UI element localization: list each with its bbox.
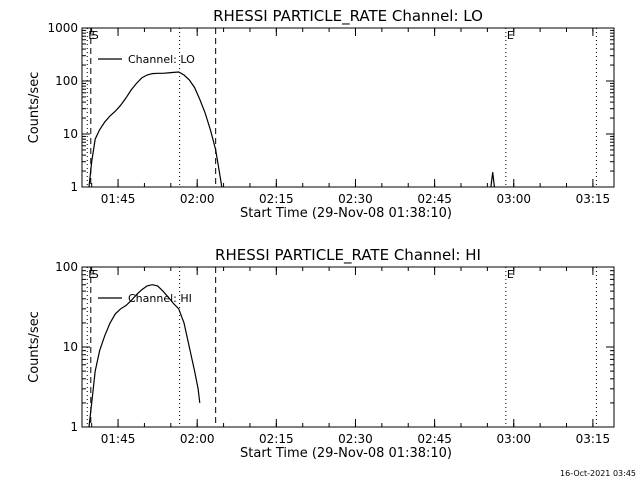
chart-0-x-tick-label: 03:00 <box>496 192 531 206</box>
chart-1-y-tick-label: 10 <box>63 340 78 354</box>
chart-1-x-tick-label: 02:00 <box>180 432 215 446</box>
chart-0-series-line <box>88 71 223 188</box>
chart-1-event-marker-label: S <box>92 268 99 281</box>
chart-1-legend-label: Channel: HI <box>128 292 192 305</box>
chart-1-x-tick-label: 01:45 <box>101 432 136 446</box>
chart-0-x-axis-title: Start Time (29-Nov-08 01:38:10) <box>240 206 452 221</box>
chart-1-y-tick-label: 100 <box>55 260 78 274</box>
chart-1-plot-frame <box>81 266 615 428</box>
chart-1-x-tick-label: 02:45 <box>417 432 452 446</box>
chart-1-event-marker-label: E <box>507 268 514 281</box>
chart-0-plot-frame <box>81 27 615 188</box>
chart-1-x-tick-label: 03:00 <box>496 432 531 446</box>
chart-0-y-tick-label: 1000 <box>47 21 78 35</box>
chart-1-x-tick-label: 03:15 <box>576 432 611 446</box>
chart-1-x-tick-label: 02:15 <box>259 432 294 446</box>
chart-0-x-tick-label: 02:00 <box>180 192 215 206</box>
chart-0-event-marker-label: S <box>92 29 99 42</box>
chart-1-series-line <box>88 284 201 428</box>
lo-channel-panel: RHESSI PARTICLE_RATE Channel: LO 1 10 100 10… <box>27 7 615 221</box>
chart-1-y-tick-label: 1 <box>70 420 78 434</box>
chart-0-title: RHESSI PARTICLE_RATE Channel: LO <box>213 7 483 26</box>
chart-0-event-marker-label: E <box>507 29 514 42</box>
chart-1-title: RHESSI PARTICLE_RATE Channel: HI <box>215 246 481 265</box>
footer-timestamp: 16-Oct-2021 03:45 <box>560 469 636 478</box>
chart-0-x-tick-label: 02:15 <box>259 192 294 206</box>
chart-0-y-tick-label: 100 <box>55 74 78 88</box>
chart-0-event-marker-label: E <box>88 29 95 42</box>
chart-0-y-tick-label: 10 <box>63 127 78 141</box>
chart-1-x-tick-label: 02:30 <box>338 432 373 446</box>
chart-0-y-axis-title: Counts/sec <box>27 72 42 144</box>
chart-0-x-tick-label: 02:45 <box>417 192 452 206</box>
chart-0-legend-label: Channel: LO <box>128 53 195 66</box>
chart-0-x-tick-label: 03:15 <box>576 192 611 206</box>
chart-1-event-marker-label: E <box>88 268 95 281</box>
chart-0-x-tick-label: 02:30 <box>338 192 373 206</box>
chart-0-x-tick-label: 01:45 <box>101 192 136 206</box>
chart-1-y-axis-title: Counts/sec <box>27 311 42 383</box>
chart-1-x-axis-title: Start Time (29-Nov-08 01:38:10) <box>240 446 452 461</box>
chart-0-series-line <box>490 172 495 188</box>
hi-channel-panel: RHESSI PARTICLE_RATE Channel: HI 1 10 100 01… <box>27 246 615 461</box>
chart-0-y-tick-label: 1 <box>70 180 78 194</box>
